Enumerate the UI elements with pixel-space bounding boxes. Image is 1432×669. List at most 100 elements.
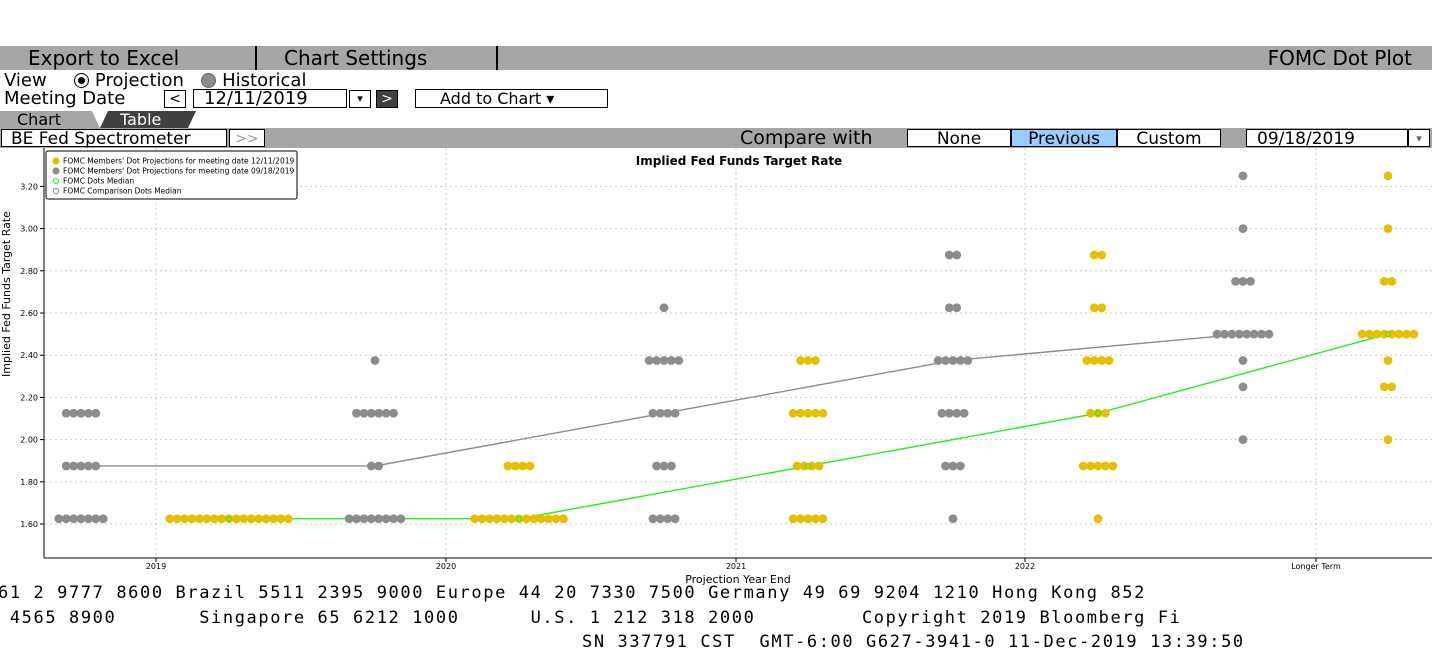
y-tick-labels: 1.60 1.80 2.00 2.20 2.40 2.60 2.80 3.00 3.20	[20, 182, 44, 529]
chart-settings-button[interactable]: Chart Settings	[284, 46, 428, 70]
current-dot	[536, 514, 546, 524]
x-tick-label: Longer Term	[1291, 562, 1341, 571]
x-tick-label: 2019	[146, 562, 166, 571]
compare-none-button[interactable]: None	[907, 129, 1011, 148]
x-axis-label: Projection Year End	[685, 573, 791, 586]
tab-chart[interactable]: Chart	[17, 110, 61, 129]
current-dot	[803, 356, 813, 365]
current-dot	[239, 514, 249, 524]
current-dot	[559, 514, 568, 524]
current-dot	[796, 514, 805, 524]
historical-label[interactable]: Historical	[222, 70, 307, 91]
median-marker	[805, 463, 811, 469]
comparison-dot	[944, 250, 954, 260]
comparison-dot	[956, 461, 965, 471]
more-button[interactable]: >>	[229, 129, 265, 147]
x-tick-labels: 2019 2020 2021 2022 Longer Term	[146, 558, 1341, 571]
current-dot	[499, 514, 509, 524]
comparison-dot	[1220, 329, 1229, 339]
comparison-dot	[652, 461, 661, 471]
dot-series	[54, 171, 1419, 524]
y-tick-label: 2.80	[20, 267, 38, 276]
comparison-dot	[952, 303, 962, 313]
compare-custom-button[interactable]: Custom	[1117, 129, 1221, 148]
current-dot	[1093, 408, 1103, 418]
y-tick-label: 2.20	[20, 393, 38, 402]
dot-plot-chart: 1.60 1.80 2.00 2.20 2.40 2.60 2.80 3.00 3.20 201…	[0, 148, 1432, 586]
comparison-dot	[963, 356, 973, 365]
comparison-dot	[374, 514, 384, 524]
current-dot	[254, 514, 263, 524]
add-to-chart-button[interactable]: Add to Chart ▾	[415, 89, 608, 108]
comparison-dot	[648, 514, 658, 524]
median-marker	[1095, 410, 1101, 417]
comparison-dot	[84, 408, 93, 418]
compare-date-dropdown[interactable]: ▾	[1408, 129, 1430, 147]
projection-radio[interactable]	[74, 73, 90, 88]
current-dot	[1097, 250, 1107, 260]
current-dot	[1387, 276, 1397, 286]
current-dot	[1089, 303, 1099, 313]
current-dot	[811, 514, 820, 524]
legend-median-icon	[52, 177, 60, 185]
current-dot	[283, 514, 293, 524]
current-dot	[1093, 461, 1103, 471]
compare-date-field[interactable]: 09/18/2019	[1246, 129, 1408, 148]
comparison-dot	[76, 461, 86, 471]
next-date-button[interactable]: >	[376, 90, 398, 108]
footer-phone-line-1: 61 2 9777 8600 Brazil 5511 2395 9000 Eur…	[0, 583, 1146, 603]
comparison-dot	[1246, 276, 1255, 286]
comparison-dot	[69, 408, 78, 418]
comparison-dot	[674, 356, 684, 365]
current-dot	[1086, 408, 1095, 418]
comparison-dot	[941, 356, 950, 365]
comparison-dot	[1242, 329, 1252, 339]
comparison-dot	[381, 514, 391, 524]
meeting-date-dropdown[interactable]: ▾	[349, 90, 371, 108]
historical-radio[interactable]	[201, 73, 217, 88]
current-dot	[507, 514, 516, 524]
comparison-dot	[98, 514, 108, 524]
gridlines	[45, 148, 1432, 558]
source-field[interactable]: BE Fed Spectrometer	[1, 129, 227, 148]
prev-date-button[interactable]: <	[164, 90, 186, 108]
current-dot	[796, 356, 805, 365]
projection-label[interactable]: Projection	[94, 70, 184, 91]
comparison-dot	[366, 408, 376, 418]
legend: FOMC Members' Dot Projections for meetin…	[45, 150, 298, 200]
current-dot	[1387, 382, 1397, 392]
comparison-dot	[1249, 329, 1259, 339]
export-to-excel-button[interactable]: Export to Excel	[28, 46, 180, 70]
comparison-dot	[652, 356, 661, 365]
compare-previous-button[interactable]: Previous	[1011, 129, 1117, 148]
current-dot	[246, 514, 256, 524]
y-tick-label: 1.60	[20, 520, 38, 529]
legend-current-dot-icon	[52, 157, 60, 165]
current-dot	[1101, 461, 1110, 471]
current-dot	[1379, 382, 1389, 392]
comparison-median-line	[81, 333, 1244, 467]
comparison-dot	[941, 461, 950, 471]
current-dot	[1082, 356, 1092, 365]
current-dot	[811, 408, 820, 418]
comparison-dot	[944, 408, 954, 418]
current-dot	[1089, 250, 1099, 260]
current-dot	[1097, 303, 1107, 313]
comparison-dot	[1238, 356, 1248, 365]
comparison-dot	[1234, 329, 1244, 339]
comparison-dot	[655, 408, 665, 418]
current-dot	[1093, 514, 1103, 524]
current-dot	[224, 514, 234, 524]
comparison-dot	[944, 303, 954, 313]
current-dot	[470, 514, 479, 524]
footer-session-info: SN 337791 CST GMT-6:00 G627-3941-0 11-De…	[582, 632, 1245, 652]
comparison-dot	[381, 408, 391, 418]
current-dot	[1097, 356, 1107, 365]
current-dot	[818, 514, 828, 524]
current-dot	[544, 514, 553, 524]
comparison-dot	[352, 408, 361, 418]
comparison-dot	[374, 408, 384, 418]
meeting-date-field[interactable]: 12/11/2019	[193, 89, 347, 108]
tab-shapes	[0, 111, 196, 128]
tab-table[interactable]: Table	[120, 110, 162, 129]
